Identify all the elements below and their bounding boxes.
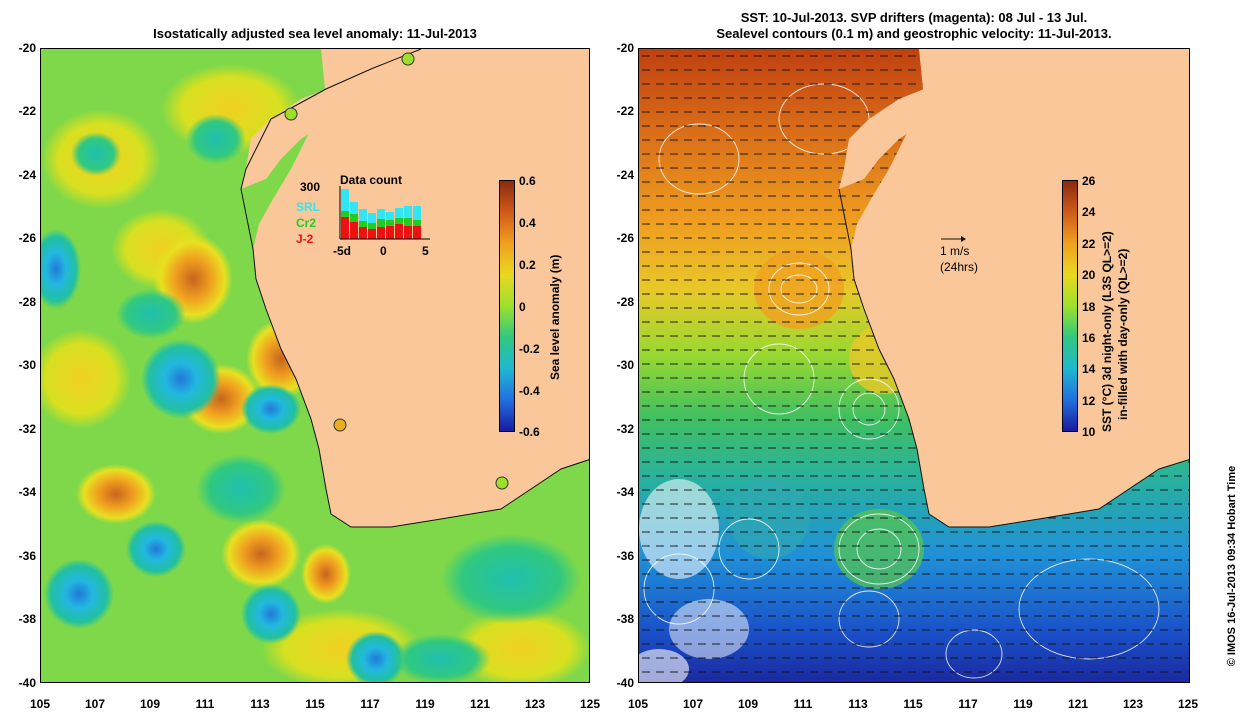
right-y-tick: -28 bbox=[616, 295, 634, 309]
left-y-tick: -26 bbox=[18, 231, 36, 245]
right-x-tick: 111 bbox=[793, 697, 813, 711]
left-y-tick: -28 bbox=[18, 295, 36, 309]
inset-max-label: 300 bbox=[300, 180, 321, 194]
right-x-tick: 121 bbox=[1067, 697, 1089, 711]
sla-cbar-tick-4: -0.2 bbox=[519, 342, 540, 356]
right-x-tick: 117 bbox=[958, 697, 978, 711]
left-x-tick: 109 bbox=[139, 697, 161, 711]
sst-cbar-tick-6: 14 bbox=[1082, 362, 1096, 376]
inset-x-tick-1: 0 bbox=[380, 244, 387, 258]
sst-cbar-tick-8: 10 bbox=[1082, 425, 1096, 439]
right-x-tick: 115 bbox=[903, 697, 923, 711]
right-y-tick: -20 bbox=[616, 41, 634, 55]
right-map-title-line1: SST: 10-Jul-2013. SVP drifters (magenta)… bbox=[740, 10, 1088, 25]
right-y-tick: -36 bbox=[616, 549, 634, 563]
left-x-tick: 115 bbox=[305, 697, 325, 711]
left-x-tick: 117 bbox=[360, 697, 380, 711]
right-y-tick: -38 bbox=[616, 612, 634, 626]
sst-cbar-tick-0: 26 bbox=[1082, 174, 1096, 188]
left-y-tick: -40 bbox=[18, 676, 36, 690]
left-map-title: Isostatically adjusted sea level anomaly… bbox=[153, 26, 477, 41]
inset-data-count-bars bbox=[339, 186, 430, 240]
sst-cbar-tick-2: 22 bbox=[1082, 237, 1096, 251]
inset-bars bbox=[341, 189, 421, 239]
left-y-tick: -36 bbox=[18, 549, 36, 563]
sst-cbar-tick-3: 20 bbox=[1082, 268, 1096, 282]
sla-cbar-tick-2: 0.2 bbox=[519, 258, 536, 272]
right-y-tick: -30 bbox=[616, 358, 634, 372]
velocity-scale-sublabel: (24hrs) bbox=[940, 260, 979, 274]
right-y-tick: -26 bbox=[616, 231, 634, 245]
sst-cbar-tick-5: 16 bbox=[1082, 331, 1096, 345]
left-y-tick: -24 bbox=[18, 168, 36, 182]
left-x-tick: 113 bbox=[250, 697, 270, 711]
left-y-tick: -22 bbox=[18, 104, 36, 118]
sla-cbar-tick-0: 0.6 bbox=[519, 174, 536, 188]
left-y-tick: -38 bbox=[18, 612, 36, 626]
right-x-tick: 109 bbox=[737, 697, 759, 711]
inset-title: Data count bbox=[340, 173, 403, 187]
left-x-tick: 119 bbox=[415, 697, 435, 711]
left-y-tick: -34 bbox=[18, 485, 36, 499]
left-x-tick: 121 bbox=[469, 697, 491, 711]
right-x-tick: 123 bbox=[1122, 697, 1144, 711]
sla-cbar-tick-5: -0.4 bbox=[519, 384, 540, 398]
right-y-tick: -22 bbox=[616, 104, 634, 118]
sla-cbar-tick-1: 0.4 bbox=[519, 216, 536, 230]
right-x-tick: 105 bbox=[627, 697, 649, 711]
right-y-tick: -32 bbox=[616, 422, 634, 436]
velocity-scale-label: 1 m/s bbox=[940, 244, 970, 258]
left-x-tick: 125 bbox=[579, 697, 601, 711]
inset-legend-cr2: Cr2 bbox=[296, 216, 317, 230]
sla-colorbar-label: Sea level anomaly (m) bbox=[548, 254, 562, 380]
right-y-tick: -40 bbox=[616, 676, 634, 690]
left-x-tick: 111 bbox=[195, 697, 215, 711]
sla-colorbar bbox=[499, 180, 515, 432]
sst-cbar-tick-1: 24 bbox=[1082, 205, 1096, 219]
right-map-title-line2: Sealevel contours (0.1 m) and geostrophi… bbox=[716, 26, 1112, 41]
sst-cbar-tick-4: 18 bbox=[1082, 300, 1096, 314]
inset-legend-j2: J-2 bbox=[296, 232, 314, 246]
right-y-tick: -34 bbox=[616, 485, 634, 499]
sst-colorbar-label-line1: SST (°C) 3d night-only (L3S QL>=2) bbox=[1100, 231, 1114, 432]
sla-cbar-tick-3: 0 bbox=[519, 300, 526, 314]
left-y-tick: -30 bbox=[18, 358, 36, 372]
sla-cbar-tick-6: -0.6 bbox=[519, 425, 540, 439]
sst-map bbox=[638, 48, 1190, 683]
sst-cbar-tick-7: 12 bbox=[1082, 394, 1096, 408]
right-x-tick: 113 bbox=[848, 697, 868, 711]
sst-map-graphic bbox=[639, 49, 1189, 682]
left-x-tick: 123 bbox=[524, 697, 546, 711]
sst-colorbar-label-line2: in-filled with day-only (QL>=2) bbox=[1116, 248, 1130, 420]
right-x-tick: 107 bbox=[682, 697, 704, 711]
inset-x-tick-0: -5d bbox=[333, 244, 351, 258]
right-x-tick: 125 bbox=[1177, 697, 1199, 711]
left-y-tick: -32 bbox=[18, 422, 36, 436]
inset-legend-srl: SRL bbox=[296, 200, 320, 214]
right-x-tick: 119 bbox=[1013, 697, 1033, 711]
sst-colorbar bbox=[1062, 180, 1078, 432]
right-y-tick: -24 bbox=[616, 168, 634, 182]
inset-x-tick-2: 5 bbox=[422, 244, 429, 258]
left-x-tick: 105 bbox=[29, 697, 51, 711]
imos-credit: © IMOS 16-Jul-2013 09:34 Hobart Time bbox=[1226, 465, 1238, 667]
left-x-tick: 107 bbox=[84, 697, 106, 711]
left-y-tick: -20 bbox=[18, 41, 36, 55]
